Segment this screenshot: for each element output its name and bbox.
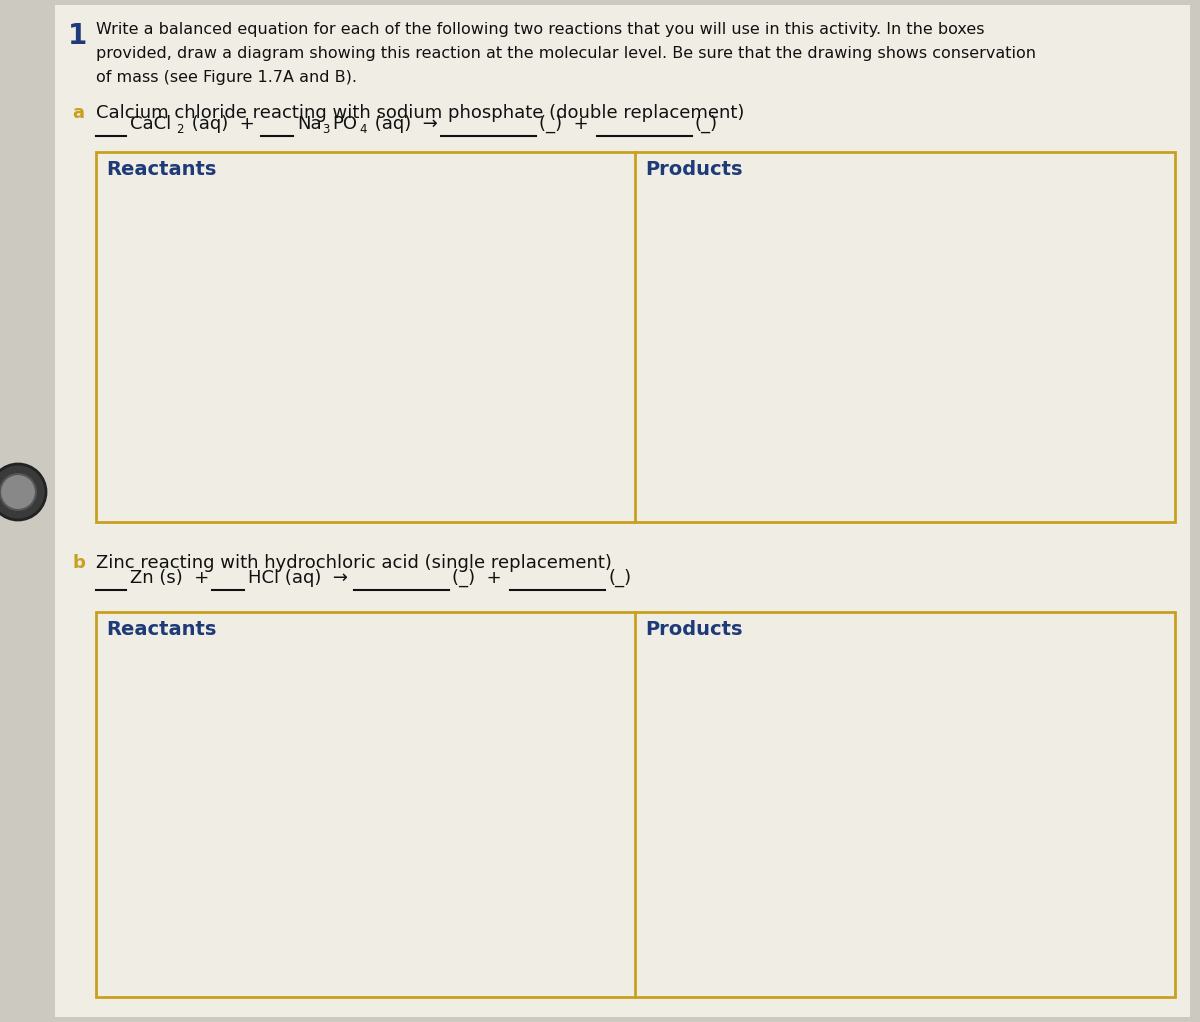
Text: a: a <box>72 104 84 122</box>
Text: CaCl: CaCl <box>130 115 172 133</box>
Text: (_): (_) <box>608 568 631 587</box>
Text: 1: 1 <box>68 22 88 50</box>
Text: Write a balanced equation for each of the following two reactions that you will : Write a balanced equation for each of th… <box>96 22 984 37</box>
Text: 3: 3 <box>322 123 329 136</box>
Text: (aq)  +: (aq) + <box>186 115 254 133</box>
Text: provided, draw a diagram showing this reaction at the molecular level. Be sure t: provided, draw a diagram showing this re… <box>96 46 1036 61</box>
Circle shape <box>0 464 46 520</box>
FancyBboxPatch shape <box>96 152 1175 522</box>
Text: Reactants: Reactants <box>106 160 216 179</box>
Text: Na: Na <box>298 115 322 133</box>
Text: PO: PO <box>332 115 358 133</box>
Text: Products: Products <box>646 160 743 179</box>
Text: (_)  +: (_) + <box>452 568 502 587</box>
FancyBboxPatch shape <box>55 5 1190 1017</box>
Text: 2: 2 <box>176 123 184 136</box>
Text: (_): (_) <box>695 114 718 133</box>
Text: of mass (see Figure 1.7A and B).: of mass (see Figure 1.7A and B). <box>96 69 358 85</box>
Text: Zn (s)  +: Zn (s) + <box>130 569 209 587</box>
Text: Zinc reacting with hydrochloric acid (single replacement): Zinc reacting with hydrochloric acid (si… <box>96 554 612 572</box>
Text: b: b <box>72 554 85 572</box>
FancyBboxPatch shape <box>96 612 1175 997</box>
Text: Reactants: Reactants <box>106 620 216 639</box>
Text: Products: Products <box>646 620 743 639</box>
Text: Calcium chloride reacting with sodium phosphate (double replacement): Calcium chloride reacting with sodium ph… <box>96 104 744 122</box>
Text: 4: 4 <box>359 123 366 136</box>
Circle shape <box>0 474 36 510</box>
Text: (_)  +: (_) + <box>539 114 589 133</box>
Text: (aq)  →: (aq) → <box>370 115 438 133</box>
Text: HCl (aq)  →: HCl (aq) → <box>248 569 348 587</box>
